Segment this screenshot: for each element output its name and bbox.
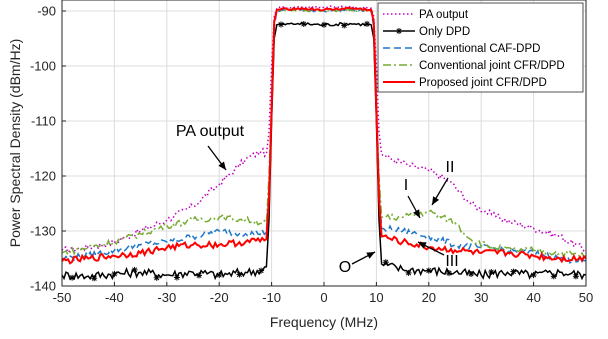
x-tick-label: 50 bbox=[579, 290, 593, 305]
annotation-label: PA output bbox=[176, 123, 245, 140]
legend-label: Conventional joint CFR/DPD bbox=[419, 60, 565, 72]
series-marker bbox=[382, 259, 389, 266]
legend-label: Only DPD bbox=[419, 26, 470, 38]
x-tick-label: -20 bbox=[210, 290, 229, 305]
series-marker bbox=[446, 270, 452, 277]
annotation-arrowhead bbox=[418, 242, 427, 249]
series-marker bbox=[196, 272, 202, 279]
annotation-arrowhead bbox=[218, 161, 226, 170]
legend-label: PA output bbox=[419, 9, 469, 21]
series-marker bbox=[364, 20, 370, 27]
annotation-arrowhead bbox=[432, 196, 440, 205]
series-marker bbox=[550, 273, 557, 280]
series-marker bbox=[236, 271, 243, 278]
series-marker bbox=[131, 266, 138, 273]
series-marker bbox=[405, 269, 412, 276]
series-marker bbox=[341, 22, 348, 29]
series-marker bbox=[258, 267, 265, 274]
series-marker bbox=[216, 272, 223, 278]
x-tick-label: 40 bbox=[526, 290, 540, 305]
annotation-arrowhead bbox=[366, 252, 375, 259]
annotation-label: III bbox=[445, 253, 458, 270]
series-marker bbox=[153, 274, 160, 281]
y-tick-label: -130 bbox=[30, 224, 56, 239]
legend-box bbox=[377, 2, 584, 93]
series-marker bbox=[278, 21, 284, 28]
series-marker bbox=[468, 271, 475, 277]
x-axis-ticks: -50 -40 -30 -20 -10 0 10 20 30 40 50 bbox=[53, 282, 593, 305]
legend-label: Proposed joint CFR/DPD bbox=[419, 77, 547, 89]
series-marker bbox=[488, 269, 495, 275]
series-marker bbox=[300, 21, 307, 27]
y-tick-label: -140 bbox=[30, 279, 56, 294]
x-tick-label: 30 bbox=[474, 290, 488, 305]
x-axis-label: Frequency (MHz) bbox=[270, 314, 378, 330]
x-tick-label: -30 bbox=[157, 290, 176, 305]
series-marker bbox=[111, 270, 118, 277]
series-marker bbox=[510, 268, 517, 275]
plot-frame bbox=[61, 0, 587, 287]
y-tick-label: -110 bbox=[31, 114, 56, 129]
series-marker bbox=[572, 273, 579, 280]
legend: PA output Only DPD Conventional CAF-DPD Con… bbox=[377, 2, 584, 93]
series-marker bbox=[321, 21, 327, 28]
legend-label: Conventional CAF-DPD bbox=[419, 43, 540, 55]
annotation-label: II bbox=[446, 159, 455, 176]
y-tick-label: -90 bbox=[37, 4, 56, 19]
series-layer bbox=[62, 5, 586, 282]
x-tick-label: 10 bbox=[369, 290, 383, 305]
legend-marker bbox=[396, 28, 402, 34]
y-axis-ticks: -140 -130 -120 -110 -100 -90 bbox=[30, 4, 66, 294]
series-line bbox=[62, 5, 586, 254]
x-tick-label: -50 bbox=[53, 290, 72, 305]
series-marker bbox=[173, 274, 180, 281]
y-tick-label: -100 bbox=[30, 59, 56, 74]
annotation-label: O bbox=[339, 259, 351, 276]
annotation-label: I bbox=[404, 177, 408, 194]
series-line bbox=[62, 6, 586, 265]
x-tick-label: 0 bbox=[320, 290, 327, 305]
series-marker bbox=[530, 272, 537, 278]
annotation-arrowhead bbox=[413, 209, 420, 218]
series-marker bbox=[69, 274, 76, 281]
x-tick-label: 20 bbox=[422, 290, 436, 305]
y-tick-label: -120 bbox=[30, 169, 56, 184]
x-tick-label: -10 bbox=[262, 290, 281, 305]
series-marker bbox=[425, 267, 432, 274]
x-tick-label: -40 bbox=[105, 290, 124, 305]
series-marker bbox=[91, 275, 98, 282]
y-axis-label: Power Spectral Density (dBm/Hz) bbox=[7, 39, 23, 248]
